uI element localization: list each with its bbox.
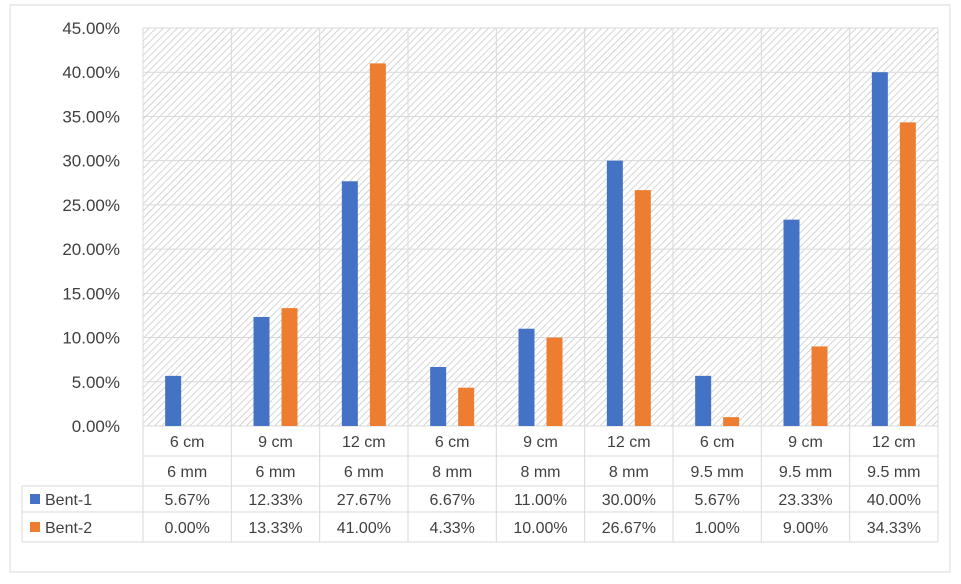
bar-bent-1-0: [165, 375, 182, 426]
table-value: 4.33%: [429, 520, 474, 537]
table-value: 5.67%: [694, 492, 739, 509]
plot-area: [143, 28, 938, 426]
y-tick-label: 15.00%: [62, 284, 120, 303]
category-label-dia: 9.5 mm: [690, 464, 743, 481]
table-value: 26.67%: [602, 520, 656, 537]
category-label-size: 6 cm: [170, 434, 205, 451]
y-tick-label: 30.00%: [62, 152, 120, 171]
category-label-dia: 8 mm: [521, 464, 561, 481]
table-value: 41.00%: [337, 520, 391, 537]
category-label-size: 9 cm: [788, 434, 823, 451]
table-value: 34.33%: [867, 520, 921, 537]
category-label-size: 6 cm: [435, 434, 470, 451]
category-label-dia: 8 mm: [432, 464, 472, 481]
y-tick-label: 10.00%: [62, 329, 120, 348]
bar-bent-2-3: [458, 387, 475, 426]
bar-bent-1-2: [341, 181, 358, 426]
data-table: 6 cm 6 mm 9 cm 6 mm 12 cm 6 mm 6 cm 8 mm 9 cm 8 m…: [21, 434, 938, 543]
table-value: 23.33%: [778, 492, 832, 509]
category-label-size: 12 cm: [872, 434, 916, 451]
table-value: 12.33%: [248, 492, 302, 509]
y-tick-label: 0.00%: [72, 417, 120, 436]
y-axis: 0.00% 5.00% 10.00% 15.00% 20.00% 25.00% 30.00%…: [62, 19, 120, 436]
table-value: 13.33%: [248, 520, 302, 537]
y-tick-label: 20.00%: [62, 240, 120, 259]
category-label-dia: 8 mm: [609, 464, 649, 481]
y-tick-label: 35.00%: [62, 107, 120, 126]
table-value: 1.00%: [694, 520, 739, 537]
category-label-dia: 6 mm: [167, 464, 207, 481]
grid-lines: [142, 27, 939, 542]
table-value: 40.00%: [867, 492, 921, 509]
y-tick-label: 5.00%: [72, 373, 120, 392]
bar-bent-2-1: [281, 308, 298, 426]
category-label-size: 12 cm: [342, 434, 386, 451]
category-label-dia: 6 mm: [344, 464, 384, 481]
category-label-size: 6 cm: [700, 434, 735, 451]
table-value: 10.00%: [513, 520, 567, 537]
legend-label: Bent-1: [45, 492, 92, 509]
legend-label: Bent-2: [45, 520, 92, 537]
bar-bent-2-8: [899, 122, 916, 426]
table-value: 27.67%: [337, 492, 391, 509]
bar-bent-1-6: [695, 375, 712, 426]
category-label-dia: 9.5 mm: [779, 464, 832, 481]
category-label-dia: 9.5 mm: [867, 464, 920, 481]
table-value: 9.00%: [783, 520, 828, 537]
legend-key-bent-1: [30, 494, 40, 504]
bar-bent-1-5: [606, 160, 623, 426]
bar-bent-2-6: [723, 417, 740, 426]
legend-key-bent-2: [30, 522, 40, 532]
bar-bent-1-7: [783, 219, 800, 426]
bars: [165, 63, 916, 426]
bar-bent-1-3: [430, 367, 447, 426]
bar-bent-2-7: [811, 346, 828, 426]
category-label-size: 12 cm: [607, 434, 651, 451]
bar-bent-2-4: [546, 337, 563, 426]
bar-bent-2-2: [369, 63, 386, 426]
table-value: 11.00%: [514, 492, 567, 509]
bar-bent-1-8: [871, 72, 888, 426]
y-tick-label: 40.00%: [62, 63, 120, 82]
category-label-dia: 6 mm: [256, 464, 296, 481]
table-value: 30.00%: [602, 492, 656, 509]
bar-bent-2-5: [634, 190, 651, 426]
table-value: 5.67%: [164, 492, 209, 509]
table-value: 6.67%: [429, 492, 474, 509]
bar-bent-1-4: [518, 328, 535, 426]
table-value: 0.00%: [164, 520, 209, 537]
category-label-size: 9 cm: [258, 434, 293, 451]
bar-bent-1-1: [253, 316, 270, 426]
y-tick-label: 25.00%: [62, 196, 120, 215]
category-label-size: 9 cm: [523, 434, 558, 451]
y-tick-label: 45.00%: [62, 19, 120, 38]
